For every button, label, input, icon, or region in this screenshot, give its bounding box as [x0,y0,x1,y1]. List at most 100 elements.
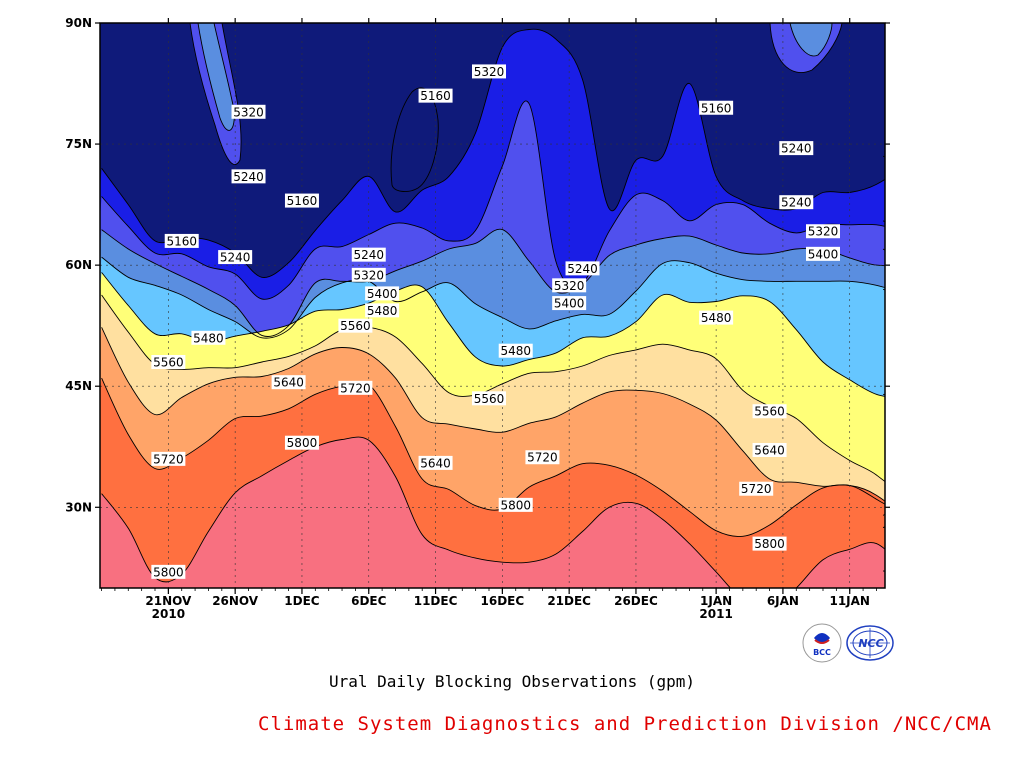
contour-label: 5480 [193,331,224,345]
contour-label-bg [231,169,266,184]
contour-label: 5720 [153,452,184,466]
contour-label-bg [338,318,373,333]
ytick-label: 90N [65,16,92,30]
plot-area [100,23,885,588]
contour-label: 5240 [220,251,251,265]
contour-label-bg [365,303,400,318]
credit-line: Climate System Diagnostics and Predictio… [258,713,992,735]
contour-label-bg [552,278,587,293]
contour-label: 5160 [166,234,197,248]
logo-group: BCC NCC [800,620,896,666]
xtick-label: 11DEC [414,594,458,608]
contour-label-bg [191,330,226,345]
contour-line-5320 [101,327,885,528]
bcc-logo-text: BCC [813,648,831,657]
contour-label-bg [151,355,186,369]
contour-label: 5320 [808,225,839,239]
xtick-label: 21NOV [145,594,192,608]
contour-label: 5560 [340,319,371,333]
contour-label: 5320 [353,268,384,282]
contour-label: 5480 [500,344,531,358]
xtick-label: 1DEC [284,594,320,608]
xtick-label: 11JAN [829,594,870,608]
fill-band-5160 [100,437,885,588]
contour-label: 5720 [527,451,558,465]
contour-label-bg [739,481,774,496]
ytick-label: 60N [65,258,92,272]
chart-title: Ural Daily Blocking Observations (gpm) [328,672,696,691]
contour-label: 5240 [781,142,812,156]
contour-label: 5800 [754,537,785,551]
contour-label-bg [752,536,787,551]
contour-label-bg [231,104,266,119]
contour-line-5640 [101,228,885,337]
contour-label: 5720 [340,381,371,395]
contour-5160-closed [390,87,439,192]
contour-label-bg [151,451,186,466]
contour-label: 5320 [554,279,585,293]
contour-label: 5560 [153,356,184,370]
contour-label-bg [164,233,199,248]
xtick-label: 21DEC [547,594,591,608]
contour-label-bg [472,391,506,406]
contour-label-bg [699,100,734,115]
ridge-5320-jan [789,23,833,57]
xtick-label: 6JAN [767,594,799,608]
ncc-logo-text: NCC [858,637,883,650]
xtick-label: 26NOV [212,594,259,608]
contour-line-5560 [101,256,885,339]
contour-label: 5640 [273,376,304,390]
contour-label-bg [525,450,560,465]
contour-label: 5400 [367,287,398,301]
xtick-label: 16DEC [481,594,525,608]
contour-label-bg [806,224,840,239]
contour-label-bg [218,250,253,265]
ncc-logo: NCC [846,625,894,661]
xtick-label: 26DEC [614,594,658,608]
logos-svg: BCC NCC [802,623,894,663]
contour-line-5400 [101,294,885,516]
contour-label: 5240 [233,170,264,184]
contour-label: 5800 [287,436,318,450]
contour-label: 5320 [474,65,505,79]
contour-label-bg [806,246,840,261]
contour-label-bg [284,193,319,208]
contour-label-bg [779,195,814,210]
contour-line-5160 [101,436,885,588]
contour-label: 5800 [500,498,531,512]
contour-label-bg [151,564,186,579]
contour-label-bg [565,261,600,276]
ytick-label: 45N [65,379,92,393]
contour-label-bg [351,267,386,282]
ridge-5320-nov [197,23,235,131]
contour-line-5480 [101,272,885,397]
contour-label: 5800 [153,565,184,579]
contour-line-5720 [101,100,885,300]
contour-label-bg [418,88,453,103]
contour-label-bg [752,404,787,419]
contour-label: 5400 [808,247,839,261]
contour-label-bg [552,296,587,311]
xtick-label: 6DEC [351,594,387,608]
contour-label: 5400 [554,297,585,311]
ytick-label: 30N [65,500,92,514]
contour-labels: 5320 5240 5160 5160 5240 5480 5560 5640 5720 5800… [151,64,840,579]
contour-label-bg [418,455,453,470]
contour-label: 5160 [701,101,732,115]
contour-label: 5240 [781,196,812,210]
contour-label: 5720 [741,482,772,496]
contour-label: 5240 [353,248,384,262]
contour-label-bg [351,247,386,262]
contour-label-bg [498,497,533,512]
closed-low-dec [391,87,439,192]
contour-label: 5320 [233,105,264,119]
contour-label: 5560 [474,392,505,406]
contour-label-bg [752,442,787,457]
ytick-label: 75N [65,137,92,151]
contour-label-bg [498,343,533,358]
contour-label-bg [338,380,373,395]
contour-label-bg [365,286,400,301]
contour-label-bg [779,141,814,156]
